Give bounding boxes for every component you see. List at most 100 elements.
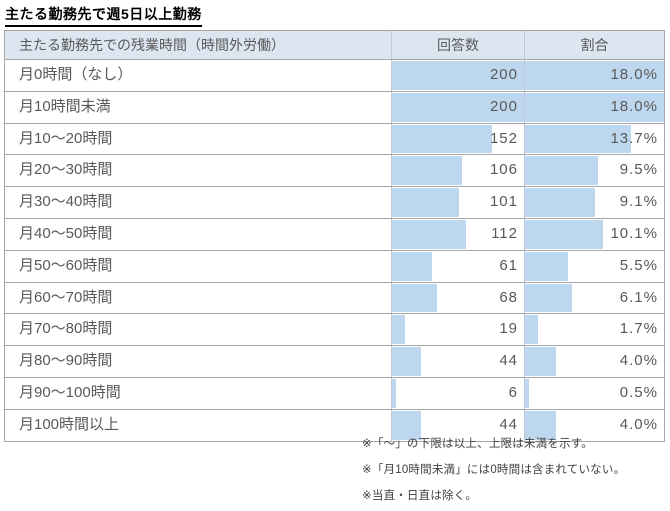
count-value: 6: [508, 383, 518, 401]
ratio-value: 13.7%: [610, 129, 658, 147]
table-row: 月90～100時間 6 0.5%: [5, 376, 664, 409]
row-label: 月80～90時間: [19, 352, 113, 370]
ratio-value: 4.0%: [619, 352, 658, 370]
count-databar: [392, 188, 459, 217]
table-body: 月0時間（なし） 200 18.0% 月10時間未満 200 18.0% 月10～20時間 1…: [5, 59, 664, 441]
ratio-value: 4.0%: [619, 415, 658, 433]
ratio-value: 0.5%: [619, 383, 658, 401]
count-databar: [392, 347, 422, 376]
count-cell: 6: [391, 377, 524, 409]
count-databar: [392, 92, 524, 122]
count-databar: [392, 315, 405, 345]
ratio-value: 9.1%: [619, 193, 658, 211]
ratio-databar: [525, 251, 568, 281]
footnote: ※「～」の下限は以上、上限は未満を示す。: [362, 438, 593, 450]
table-row: 月40～50時間 112 10.1%: [5, 217, 664, 250]
ratio-databar: [525, 61, 664, 90]
footnotes: ※「～」の下限は以上、上限は未満を示す。 ※「月10時間未満」には0時間は含まれて…: [362, 431, 625, 509]
count-cell: 68: [391, 282, 524, 314]
ratio-databar: [525, 188, 596, 217]
row-label: 月10時間未満: [19, 97, 111, 115]
count-databar: [392, 156, 462, 186]
row-label: 月10～20時間: [19, 129, 113, 147]
count-value: 152: [489, 129, 518, 147]
ratio-value: 1.7%: [619, 320, 658, 338]
row-label: 月50～60時間: [19, 256, 113, 274]
ratio-cell: 4.0%: [524, 409, 664, 441]
row-label: 月30～40時間: [19, 193, 113, 211]
count-value: 44: [499, 415, 518, 433]
count-cell: 101: [391, 187, 524, 218]
count-cell: 106: [391, 155, 524, 187]
table-row: 月60～70時間 68 6.1%: [5, 281, 664, 314]
ratio-databar: [525, 410, 556, 440]
row-label: 月40～50時間: [19, 224, 113, 242]
ratio-value: 18.0%: [610, 66, 658, 83]
ratio-databar: [525, 92, 664, 122]
table-row: 月80～90時間 44 4.0%: [5, 345, 664, 377]
count-cell: 19: [391, 314, 524, 346]
ratio-databar: [525, 315, 539, 345]
ratio-value: 5.5%: [619, 256, 658, 274]
count-value: 19: [499, 320, 518, 338]
count-cell: 44: [391, 346, 524, 377]
count-cell: 61: [391, 250, 524, 282]
footnote: ※「月10時間未満」には0時間は含まれていない。: [362, 464, 626, 476]
row-label: 月100時間以上: [19, 415, 120, 433]
table-row: 月10時間未満 200 18.0%: [5, 90, 664, 123]
row-label: 月60～70時間: [19, 288, 113, 306]
ratio-cell: 13.7%: [524, 123, 664, 155]
table-row: 月0時間（なし） 200 18.0%: [5, 59, 664, 91]
ratio-value: 10.1%: [610, 224, 658, 242]
count-databar: [392, 219, 466, 249]
ratio-cell: 1.7%: [524, 314, 664, 346]
ratio-cell: 4.0%: [524, 346, 664, 377]
overtime-table: 主たる勤務先での残業時間（時間外労働） 回答数 割合 月0時間（なし） 200 18…: [4, 30, 665, 442]
table-row: 月30～40時間 101 9.1%: [5, 186, 664, 218]
count-cell: 200: [391, 60, 524, 91]
ratio-databar: [525, 378, 529, 408]
ratio-cell: 9.5%: [524, 155, 664, 187]
count-value: 200: [489, 66, 518, 83]
ratio-cell: 6.1%: [524, 282, 664, 314]
ratio-cell: 18.0%: [524, 60, 664, 91]
header-overtime-label: 主たる勤務先での残業時間（時間外労働）: [19, 37, 285, 53]
ratio-databar: [525, 283, 573, 313]
row-label: 月70～80時間: [19, 320, 113, 338]
ratio-value: 9.5%: [619, 161, 658, 179]
ratio-value: 18.0%: [610, 97, 658, 115]
count-value: 68: [499, 288, 518, 306]
row-label: 月0時間（なし）: [19, 66, 133, 83]
count-value: 106: [489, 161, 518, 179]
ratio-cell: 5.5%: [524, 250, 664, 282]
table-row: 月100時間以上 44 4.0%: [5, 408, 664, 441]
count-value: 101: [489, 193, 518, 211]
count-value: 61: [499, 256, 518, 274]
table-row: 月70～80時間 19 1.7%: [5, 313, 664, 346]
count-databar: [392, 283, 437, 313]
ratio-databar: [525, 124, 631, 154]
ratio-cell: 10.1%: [524, 218, 664, 250]
footnote: ※当直・日直は除く。: [362, 490, 478, 502]
count-databar: [392, 61, 524, 90]
row-label: 月90～100時間: [19, 383, 121, 401]
ratio-cell: 0.5%: [524, 377, 664, 409]
count-cell: 44: [391, 409, 524, 441]
count-value: 44: [499, 352, 518, 370]
table-row: 月50～60時間 61 5.5%: [5, 249, 664, 282]
count-cell: 152: [391, 123, 524, 155]
count-databar: [392, 251, 433, 281]
ratio-databar: [525, 347, 556, 376]
table-row: 月20～30時間 106 9.5%: [5, 154, 664, 187]
ratio-cell: 18.0%: [524, 91, 664, 123]
count-cell: 200: [391, 91, 524, 123]
ratio-value: 6.1%: [619, 288, 658, 306]
table-header-row: 主たる勤務先での残業時間（時間外労働） 回答数 割合: [5, 31, 664, 59]
page-title: 主たる勤務先で週5日以上勤務: [5, 4, 202, 27]
count-databar: [392, 378, 396, 408]
ratio-databar: [525, 156, 599, 186]
ratio-cell: 9.1%: [524, 187, 664, 218]
row-label: 月20～30時間: [19, 161, 113, 179]
count-databar: [392, 124, 493, 154]
count-value: 200: [489, 97, 518, 115]
